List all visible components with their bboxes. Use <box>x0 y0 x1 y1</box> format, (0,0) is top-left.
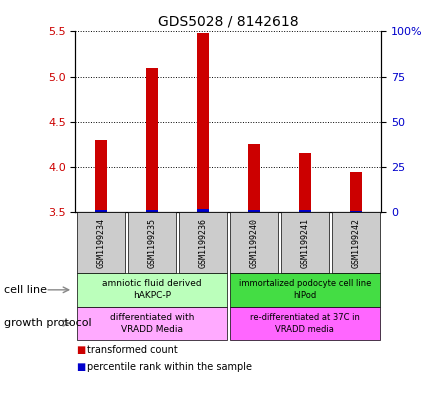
Text: re-differentiated at 37C in
VRADD media: re-differentiated at 37C in VRADD media <box>249 313 359 334</box>
Text: GSM1199234: GSM1199234 <box>96 218 105 268</box>
Text: GSM1199236: GSM1199236 <box>198 218 207 268</box>
Bar <box>248 144 259 212</box>
Text: GSM1199242: GSM1199242 <box>350 218 359 268</box>
Bar <box>298 153 310 212</box>
Bar <box>350 211 361 212</box>
Text: growth protocol: growth protocol <box>4 318 92 328</box>
Bar <box>95 210 106 212</box>
Bar <box>350 171 361 212</box>
Text: amniotic fluid derived
hAKPC-P: amniotic fluid derived hAKPC-P <box>102 279 201 300</box>
Text: ■: ■ <box>77 345 86 355</box>
Bar <box>146 209 157 212</box>
Bar <box>197 209 208 212</box>
Text: ■: ■ <box>77 362 86 373</box>
Bar <box>248 210 259 212</box>
Text: GSM1199240: GSM1199240 <box>249 218 258 268</box>
Text: GSM1199235: GSM1199235 <box>147 218 156 268</box>
Title: GDS5028 / 8142618: GDS5028 / 8142618 <box>158 15 298 29</box>
Text: GSM1199241: GSM1199241 <box>300 218 309 268</box>
Text: percentile rank within the sample: percentile rank within the sample <box>87 362 252 373</box>
Text: immortalized podocyte cell line
hIPod: immortalized podocyte cell line hIPod <box>238 279 370 300</box>
Text: transformed count: transformed count <box>87 345 178 355</box>
Text: cell line: cell line <box>4 285 47 295</box>
Text: differentiated with
VRADD Media: differentiated with VRADD Media <box>110 313 194 334</box>
Bar <box>197 33 208 212</box>
Bar <box>95 140 106 212</box>
Bar <box>146 68 157 212</box>
Bar <box>298 210 310 212</box>
